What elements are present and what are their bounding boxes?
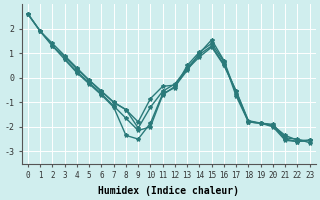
X-axis label: Humidex (Indice chaleur): Humidex (Indice chaleur) — [98, 186, 239, 196]
